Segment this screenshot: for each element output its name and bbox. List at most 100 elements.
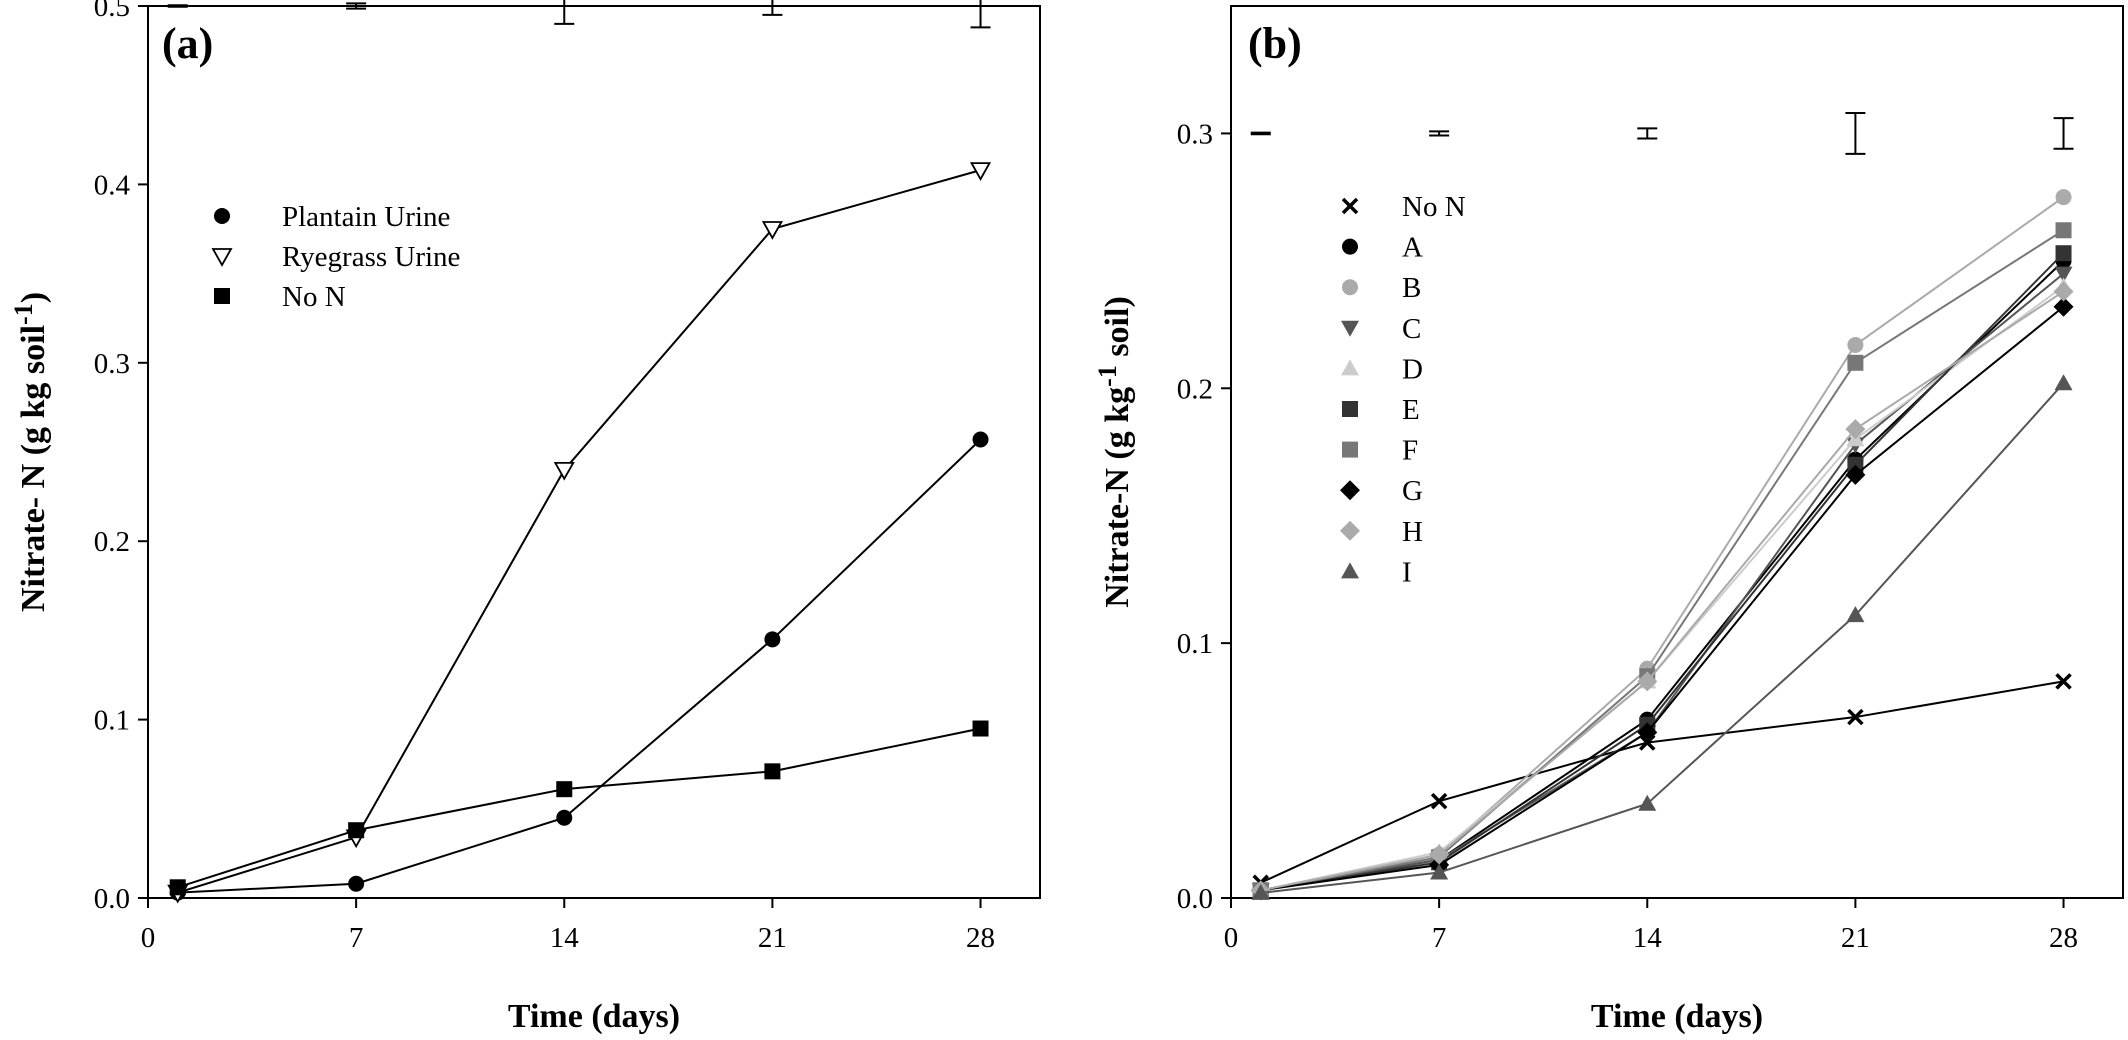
legend-marker xyxy=(1341,359,1359,376)
y-tick-label: 0.5 xyxy=(94,0,130,23)
data-point xyxy=(2053,281,2074,302)
legend-marker xyxy=(214,208,230,224)
series-1 xyxy=(169,431,989,901)
data-point xyxy=(1847,354,1864,371)
panel-b-series xyxy=(1250,189,2074,901)
data-point xyxy=(348,875,365,892)
panel-b-plot-frame xyxy=(1230,5,2124,899)
panel-a-error-bars xyxy=(167,0,991,29)
legend-label: B xyxy=(1402,272,1421,304)
data-point xyxy=(2055,245,2072,262)
series-line xyxy=(177,169,981,894)
data-point xyxy=(1430,792,1448,810)
series-7 xyxy=(1252,222,2072,899)
y-tick-label: 0.3 xyxy=(1177,118,1213,150)
series-line xyxy=(1260,290,2065,892)
data-point xyxy=(2054,266,2073,283)
series-line xyxy=(1260,305,2065,892)
legend-label: C xyxy=(1402,313,1421,345)
x-tick-label: 0 xyxy=(141,922,156,954)
legend-label: No N xyxy=(282,281,346,313)
legend-entry: C xyxy=(1341,313,1421,345)
data-point xyxy=(169,879,186,896)
error-bar xyxy=(167,4,188,8)
x-tick-label: 28 xyxy=(2049,922,2078,954)
legend-marker xyxy=(1341,197,1359,215)
series-8 xyxy=(1250,296,2074,901)
panel-a-y-axis-title-exponent: -1 xyxy=(9,303,38,325)
series-10 xyxy=(1251,374,2073,900)
legend-marker xyxy=(1342,279,1358,296)
y-tick-label: 0.3 xyxy=(94,348,130,380)
legend-marker xyxy=(1342,441,1358,458)
data-point xyxy=(1639,734,1656,751)
x-tick-label: 21 xyxy=(758,922,787,954)
legend-marker xyxy=(1340,520,1360,541)
legend-label: G xyxy=(1402,475,1423,507)
panel-a: (a) Time (days) Nitrate- N (g kg soil-1)… xyxy=(9,0,1041,1035)
legend-entry: No N xyxy=(1341,191,1466,223)
series-1 xyxy=(1252,673,2072,891)
data-point xyxy=(1847,336,1864,353)
data-point xyxy=(553,461,575,481)
panel-b-y-axis-title-exponent: -1 xyxy=(1093,365,1122,387)
legend-marker xyxy=(1342,401,1358,417)
legend-marker xyxy=(1342,238,1358,255)
series-2 xyxy=(1252,252,2072,899)
data-point xyxy=(972,431,989,448)
panel-a-legend: Plantain Urine Ryegrass Urine No N xyxy=(211,201,460,313)
data-point xyxy=(1430,863,1449,880)
legend-entry: Ryegrass Urine xyxy=(211,241,460,273)
panel-b-x-axis-title: Time (days) xyxy=(1591,998,1763,1035)
panel-b-y-axis-title: Nitrate-N (g kg-1 soil) xyxy=(1093,296,1136,608)
error-bar xyxy=(554,0,575,25)
data-point xyxy=(1845,464,1866,485)
panel-b: (b) Time (days) Nitrate-N (g kg-1 soil) … xyxy=(1093,5,2124,1035)
error-bar xyxy=(1637,127,1658,140)
series-line xyxy=(1260,272,2065,892)
legend-entry: A xyxy=(1342,232,1423,264)
data-point xyxy=(2055,673,2072,690)
y-tick-label: 0.1 xyxy=(94,705,130,737)
y-tick-label: 0.2 xyxy=(94,526,130,558)
series-3 xyxy=(169,720,989,896)
y-tick-label: 0.0 xyxy=(94,883,130,915)
data-point xyxy=(764,763,781,780)
series-9 xyxy=(1250,281,2074,901)
series-line xyxy=(177,438,982,894)
data-point xyxy=(1638,794,1657,811)
x-tick-label: 0 xyxy=(1224,922,1239,954)
x-tick-label: 28 xyxy=(966,922,995,954)
legend-entry: Plantain Urine xyxy=(214,201,450,233)
x-tick-label: 21 xyxy=(1841,922,1870,954)
panel-a-x-axis: 0 7 14 21 28 xyxy=(141,898,995,954)
panel-b-x-axis: 0 7 14 21 28 xyxy=(1224,898,2078,954)
data-point xyxy=(1637,671,1658,692)
panel-a-x-axis-title: Time (days) xyxy=(508,998,680,1035)
legend-marker xyxy=(211,248,233,267)
error-bar xyxy=(1429,130,1450,137)
legend-label: No N xyxy=(1402,191,1466,223)
legend-entry: D xyxy=(1341,353,1423,385)
data-point xyxy=(348,822,365,839)
legend-entry: No N xyxy=(214,281,346,313)
legend-entry: G xyxy=(1340,475,1423,507)
y-tick-label: 0.1 xyxy=(1177,628,1213,660)
x-tick-label: 14 xyxy=(1633,922,1663,954)
error-bar xyxy=(970,0,991,29)
data-point xyxy=(1637,722,1658,743)
legend-entry: H xyxy=(1340,516,1423,548)
series-6 xyxy=(1252,245,2072,899)
data-point xyxy=(764,631,781,648)
series-2 xyxy=(167,162,992,904)
y-tick-label: 0.4 xyxy=(94,169,131,201)
legend-marker xyxy=(1341,320,1359,337)
legend-label: I xyxy=(1402,556,1412,588)
error-bar xyxy=(1250,131,1271,136)
error-bar xyxy=(2053,117,2074,150)
series-line xyxy=(1260,382,2065,894)
panel-a-plot-frame xyxy=(147,5,1041,899)
data-point xyxy=(1847,708,1864,726)
series-line xyxy=(1260,260,2065,892)
